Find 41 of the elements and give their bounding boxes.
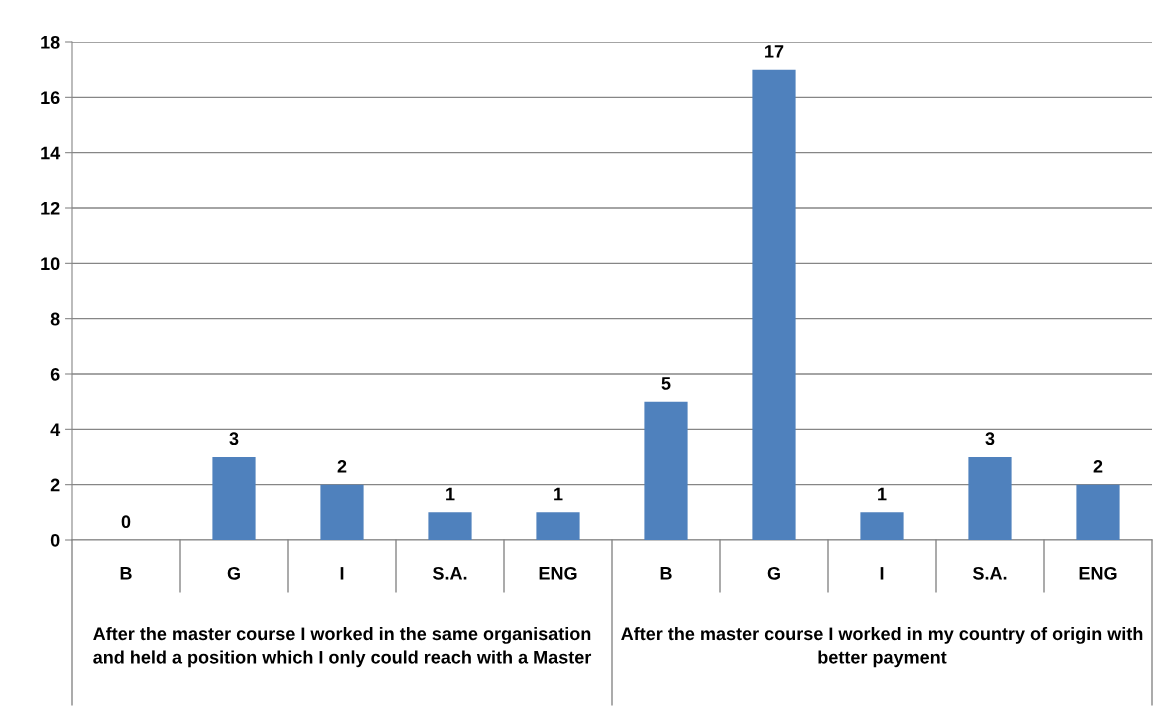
y-tick-label: 10 xyxy=(41,257,60,271)
data-label: 2 xyxy=(337,459,347,473)
data-label: 17 xyxy=(765,45,784,58)
x-tick-label: I xyxy=(880,567,884,580)
y-tick-label: 2 xyxy=(50,478,60,492)
bar xyxy=(320,484,364,540)
data-label: 3 xyxy=(985,432,995,446)
x-tick-label: G xyxy=(767,566,780,580)
y-tick-label: 18 xyxy=(41,35,60,49)
x-tick-label: ENG xyxy=(539,566,577,580)
bar xyxy=(536,512,580,540)
data-label: 1 xyxy=(554,487,563,501)
x-tick-label: B xyxy=(660,567,672,580)
x-tick-label: S.A. xyxy=(972,566,1007,580)
x-tick-label: G xyxy=(227,566,240,580)
y-tick-label: 14 xyxy=(41,146,61,160)
x-tick-label: ENG xyxy=(1079,566,1117,580)
x-tick-label: I xyxy=(340,567,344,580)
bar xyxy=(860,512,904,540)
bar xyxy=(1076,484,1120,540)
y-tick-label: 0 xyxy=(50,533,60,547)
data-label: 2 xyxy=(1093,459,1103,473)
bar xyxy=(968,457,1012,540)
data-label: 0 xyxy=(121,515,131,529)
bar xyxy=(428,512,472,540)
y-tick-label: 8 xyxy=(50,312,60,326)
data-label: 5 xyxy=(661,377,671,390)
y-tick-label: 12 xyxy=(41,201,60,215)
bar xyxy=(644,401,688,540)
text: After the master course I worked in my country of origin with better payment xyxy=(621,626,1143,668)
x-tick-label: S.A. xyxy=(432,566,467,580)
bar xyxy=(212,457,256,540)
y-tick-label: 4 xyxy=(50,423,61,436)
data-label: 1 xyxy=(446,487,455,501)
y-tick-label: 16 xyxy=(41,91,60,105)
data-label: 1 xyxy=(878,487,887,501)
text: After the master course I worked in the same organisation and held a position which I only could reach with a Master xyxy=(93,626,592,668)
bar xyxy=(752,69,796,540)
data-label: 3 xyxy=(229,432,239,446)
x-tick-label: B xyxy=(120,567,132,580)
y-tick-label: 6 xyxy=(50,367,60,381)
